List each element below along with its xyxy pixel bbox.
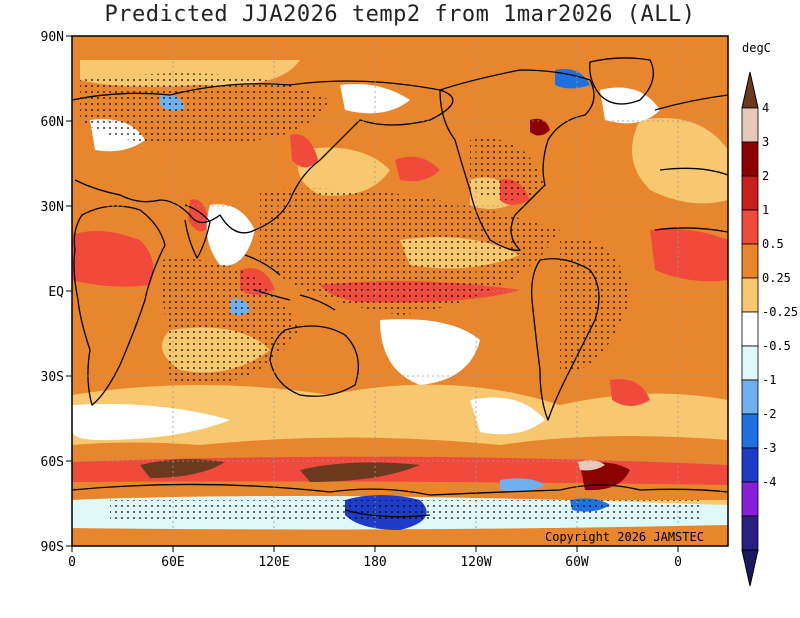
colorbar-tick-label: 3 (762, 135, 769, 149)
map-panel: Copyright 2026 JAMSTEC (72, 36, 728, 546)
latitude-axis: 90N 60N 30N EQ 30S 60S 90S (41, 30, 72, 555)
colorbar-cell (741, 175, 759, 211)
lon-tick-label: 180 (363, 555, 386, 570)
colorbar-tick-label: 0.25 (762, 271, 791, 285)
colorbar-tick-label: -0.5 (762, 339, 791, 353)
longitude-axis: 0 60E 120E 180 120W 60W 0 (68, 546, 682, 570)
significance-stippling (80, 73, 700, 520)
lon-tick-label: 0 (68, 555, 76, 570)
lon-tick-label: 60E (161, 555, 184, 570)
colorbar-cell (741, 277, 759, 313)
lon-tick-label: 120W (460, 555, 491, 570)
colorbar-tick-label: 0.5 (762, 237, 784, 251)
colorbar: degC 4 3 2 1 0.5 0.25 -0.25 -0.5 -1 -2 -3 -4 (741, 41, 798, 587)
colorbar-labels: 4 3 2 1 0.5 0.25 -0.25 -0.5 -1 -2 -3 -4 (762, 101, 798, 489)
colorbar-cell (741, 379, 759, 415)
lat-tick-label: 60N (41, 115, 64, 130)
colorbar-unit-label: degC (742, 41, 771, 55)
colorbar-cell (741, 447, 759, 483)
colorbar-tick-label: -3 (762, 441, 776, 455)
lat-tick-label: 90S (41, 540, 64, 555)
colorbar-cell (741, 141, 759, 177)
colorbar-cell (741, 481, 759, 517)
lon-tick-label: 60W (565, 555, 589, 570)
lon-tick-label: 0 (674, 555, 682, 570)
colorbar-bottom-arrow (741, 549, 759, 587)
colorbar-tick-label: -1 (762, 373, 776, 387)
colorbar-cell (741, 311, 759, 347)
lat-tick-label: 60S (41, 455, 64, 470)
colorbar-cell (741, 107, 759, 143)
colorbar-tick-label: -0.25 (762, 305, 798, 319)
graticule (72, 36, 728, 546)
copyright-bg (540, 528, 722, 544)
colorbar-tick-label: 4 (762, 101, 769, 115)
colorbar-cell (741, 413, 759, 449)
colorbar-cell (741, 209, 759, 245)
lat-tick-label: 30S (41, 370, 64, 385)
lon-tick-label: 120E (258, 555, 289, 570)
colorbar-tick-label: 2 (762, 169, 769, 183)
colorbar-tick-label: -2 (762, 407, 776, 421)
colorbar-tick-label: 1 (762, 203, 769, 217)
colorbar-cell (741, 515, 759, 551)
map-title: Predicted JJA2026 temp2 from 1mar2026 (A… (104, 2, 696, 27)
colorbar-cells (741, 71, 759, 587)
colorbar-top-arrow (741, 71, 759, 109)
anomaly-brown-regions (140, 459, 605, 482)
colorbar-tick-label: -4 (762, 475, 776, 489)
colorbar-cell (741, 345, 759, 381)
lat-tick-label: 90N (41, 30, 64, 45)
copyright-label: Copyright 2026 JAMSTEC (545, 530, 704, 544)
coastlines (72, 57, 728, 518)
lat-tick-label: EQ (48, 285, 64, 300)
lat-tick-label: 30N (41, 200, 64, 215)
colorbar-cell (741, 243, 759, 279)
